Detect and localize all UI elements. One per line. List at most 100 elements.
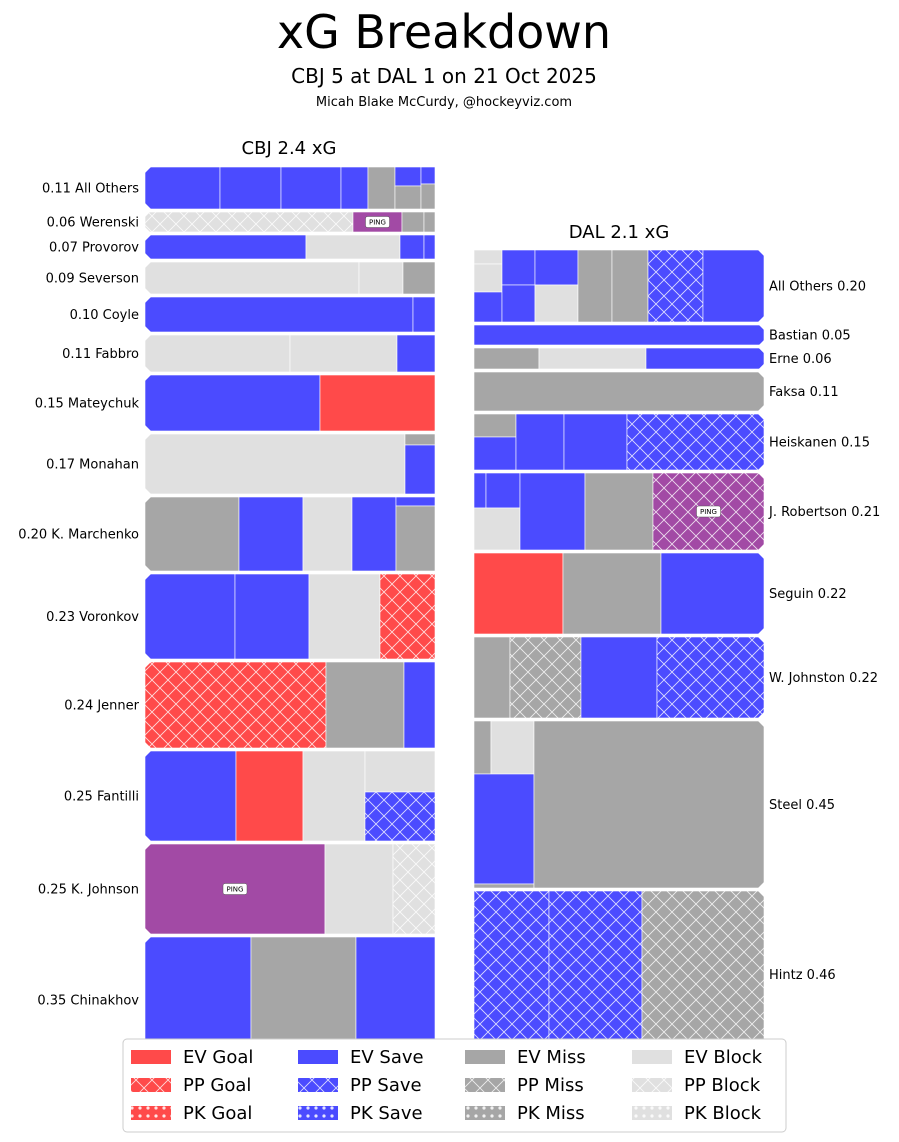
player-label: 0.17 Monahan [46,458,139,473]
row-notch [145,235,151,241]
player-row: Steel 0.45 [473,720,835,889]
player-row: Seguin 0.22 [473,552,847,635]
player-label: 0.07 Provorov [49,241,139,256]
row-notch [145,297,151,303]
block-block [534,284,579,323]
chart-credit: Micah Blake McCurdy, @hockeyviz.com [316,95,572,110]
player-label: 0.25 Fantilli [64,790,139,805]
legend-label: EV Block [684,1047,763,1068]
block-block [490,720,535,775]
legend-item: PP Save [298,1075,422,1096]
save-block [394,166,422,187]
row-notch [145,375,151,381]
player-row: 0.25 Fantilli [64,750,436,842]
goal-block [319,374,436,432]
miss-block [473,371,765,412]
player-row: PING 0.25 K. Johnson [38,843,436,935]
player-label: 0.35 Chinakhov [37,994,139,1009]
player-label: 0.24 Jenner [64,699,139,714]
miss-block [584,472,654,551]
player-label: Seguin 0.22 [769,587,847,602]
block-block [364,750,436,793]
pp-hatch-overlay [549,891,642,1058]
row-notch [758,250,764,256]
save-block [144,166,221,210]
legend-label: PK Block [684,1103,762,1124]
cbj-treemap: 0.11 All Others PING 0.06 Werenski 0.07 Pro… [18,166,436,1064]
player-label: 0.11 Fabbro [62,347,139,362]
legend-label: PP Block [684,1075,761,1096]
save-block [645,347,765,370]
legend-label: EV Miss [517,1047,586,1068]
save-block [473,291,503,323]
row-notch [145,497,151,503]
save-block [501,284,536,323]
save-block [340,166,369,210]
miss-block [533,720,765,889]
legend-swatch [632,1050,672,1064]
row-notch [758,628,764,634]
row-notch [145,742,151,748]
block-block [324,843,394,935]
player-label: 0.25 K. Johnson [38,883,139,898]
pp-hatch-overlay [657,637,764,718]
row-notch [145,565,151,571]
legend-label: PK Save [350,1103,423,1124]
svg-text:PING: PING [227,886,244,894]
miss-block [473,347,540,370]
save-block [403,661,436,749]
row-notch [145,326,151,332]
player-row: 0.07 Provorov [49,234,436,260]
row-notch [145,928,151,934]
pp-hatch-overlay [474,891,549,1058]
pp-hatch-overlay [393,844,435,934]
goal-block [235,750,304,842]
player-label: 0.06 Werenski [47,216,139,231]
save-block [473,436,517,471]
legend-label: PP Goal [183,1075,251,1096]
chart-subtitle: CBJ 5 at DAL 1 on 21 Oct 2025 [291,64,597,88]
pp-hatch-overlay [510,637,581,718]
row-notch [145,227,150,232]
block-block [473,507,521,551]
row-notch [758,348,764,354]
block-block [473,263,503,293]
legend-item: PP Goal [131,1075,251,1096]
block-block [308,573,381,660]
save-block [420,166,436,185]
player-row: 0.10 Coyle [70,296,436,333]
chart-title: xG Breakdown [277,5,611,59]
row-notch [758,712,764,718]
save-block [519,472,586,551]
pp-hatch-overlay [648,250,703,322]
save-block [238,496,304,572]
legend-item: EV Save [298,1047,424,1068]
save-block [485,472,521,509]
miss-block [401,211,425,233]
block-block [144,334,291,373]
row-notch [145,262,151,268]
save-block [399,234,425,260]
player-row: 0.20 K. Marchenko [18,496,436,572]
block-block [538,347,647,370]
row-notch [758,316,764,322]
player-row: 0.23 Voronkov [46,573,436,660]
legend-item: PK Save [298,1103,423,1124]
miss-block [423,211,436,233]
block-block [302,496,353,572]
save-block [144,573,236,660]
block-block [144,261,360,295]
pp-hatch-overlay [642,891,764,1058]
row-notch [758,553,764,559]
save-block [563,413,628,471]
legend-label: EV Save [350,1047,424,1068]
save-block [396,334,436,373]
pp-hatch-overlay [380,574,435,659]
row-notch [758,544,764,550]
panel-title-cbj: CBJ 2.4 xG [242,138,337,159]
row-notch [758,414,764,420]
player-row: 0.11 Fabbro [62,334,436,373]
ping-tag: PING [365,216,390,228]
player-row: PING J. Robertson 0.21 [473,472,880,551]
row-notch [758,637,764,643]
